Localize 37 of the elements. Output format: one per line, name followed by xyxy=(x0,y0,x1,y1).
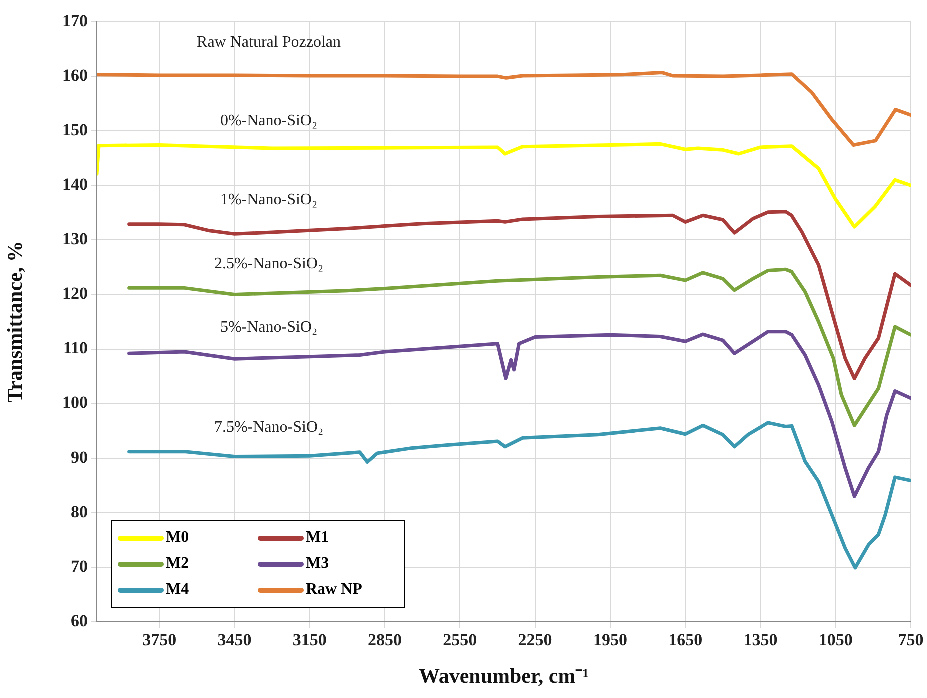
annotation: 7.5%-Nano-SiO₂ xyxy=(214,419,324,436)
y-axis-title: Transmittance, % xyxy=(3,241,28,403)
y-tick-label: 70 xyxy=(71,556,88,576)
y-tick-label: 140 xyxy=(62,175,88,194)
y-tick-label: 160 xyxy=(62,66,88,85)
y-tick-label: 80 xyxy=(71,502,88,522)
x-tick-label: 3150 xyxy=(292,630,327,650)
x-tick-label: 2850 xyxy=(368,630,402,650)
legend-label: M2 xyxy=(166,555,190,573)
annotation: 1%-Nano-SiO₂ xyxy=(220,192,318,209)
y-tick-label: 110 xyxy=(63,338,88,358)
legend-label: M4 xyxy=(166,581,190,599)
x-axis-title: Wavenumber, cm⁻¹ xyxy=(418,664,590,688)
y-tick-label: 150 xyxy=(62,120,88,140)
legend-label: Raw NP xyxy=(306,581,362,599)
y-tick-label: 90 xyxy=(71,448,88,467)
x-tick-label: 3450 xyxy=(218,630,252,650)
annotation: Raw Natural Pozzolan xyxy=(197,34,341,52)
y-tick-label: 100 xyxy=(62,393,88,412)
legend-label: M1 xyxy=(306,529,330,547)
y-tick-label: 60 xyxy=(71,611,88,630)
x-tick-label: 2550 xyxy=(443,630,478,650)
x-tick-label: 2250 xyxy=(518,630,552,650)
y-tick-label: 170 xyxy=(62,11,88,30)
x-tick-label: 1350 xyxy=(744,630,778,650)
x-tick-label: 1650 xyxy=(668,630,703,650)
x-tick-label: 750 xyxy=(898,630,924,650)
x-tick-label: 1950 xyxy=(593,630,628,650)
annotation: 2.5%-Nano-SiO₂ xyxy=(214,255,324,272)
legend-label: M3 xyxy=(306,555,330,573)
y-tick-label: 120 xyxy=(62,284,88,304)
y-tick-label: 130 xyxy=(62,230,88,249)
x-tick-label: 3750 xyxy=(142,630,177,650)
annotation: 5%-Nano-SiO₂ xyxy=(220,319,318,336)
legend-label: M0 xyxy=(166,529,190,547)
x-tick-label: 1050 xyxy=(818,630,853,650)
annotation: 0%-Nano-SiO₂ xyxy=(220,112,318,130)
